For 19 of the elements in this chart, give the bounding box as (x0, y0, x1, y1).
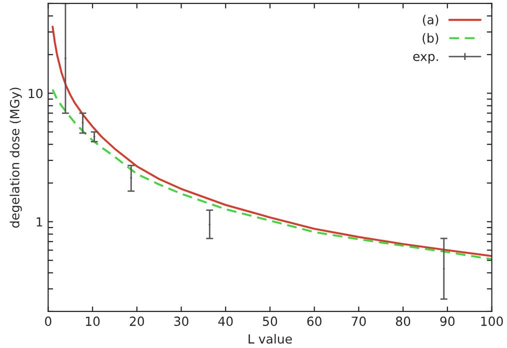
y-tick-label: 1 (36, 217, 42, 226)
x-tick-label: 30 (174, 316, 188, 326)
legend-label: (b) (422, 33, 438, 44)
x-tick-label: 80 (396, 316, 410, 326)
x-axis-title: L value (248, 334, 292, 344)
legend-label: exp. (413, 54, 438, 64)
x-tick-label: 0 (45, 316, 52, 326)
x-tick-label: 50 (262, 316, 278, 326)
x-tick-label: 60 (307, 316, 322, 326)
x-tick-label: 10 (86, 316, 100, 326)
line-series (52, 26, 492, 258)
x-tick-label: 90 (440, 316, 455, 326)
legend-label: (a) (422, 14, 438, 26)
x-tick-label: 20 (130, 316, 144, 326)
x-tick-label: 40 (218, 316, 233, 326)
x-tick-label: 70 (352, 316, 366, 326)
x-tick-label: 100 (481, 316, 503, 326)
line-series (52, 88, 492, 260)
y-axis-title: degelation dose (MGy) (10, 88, 22, 228)
